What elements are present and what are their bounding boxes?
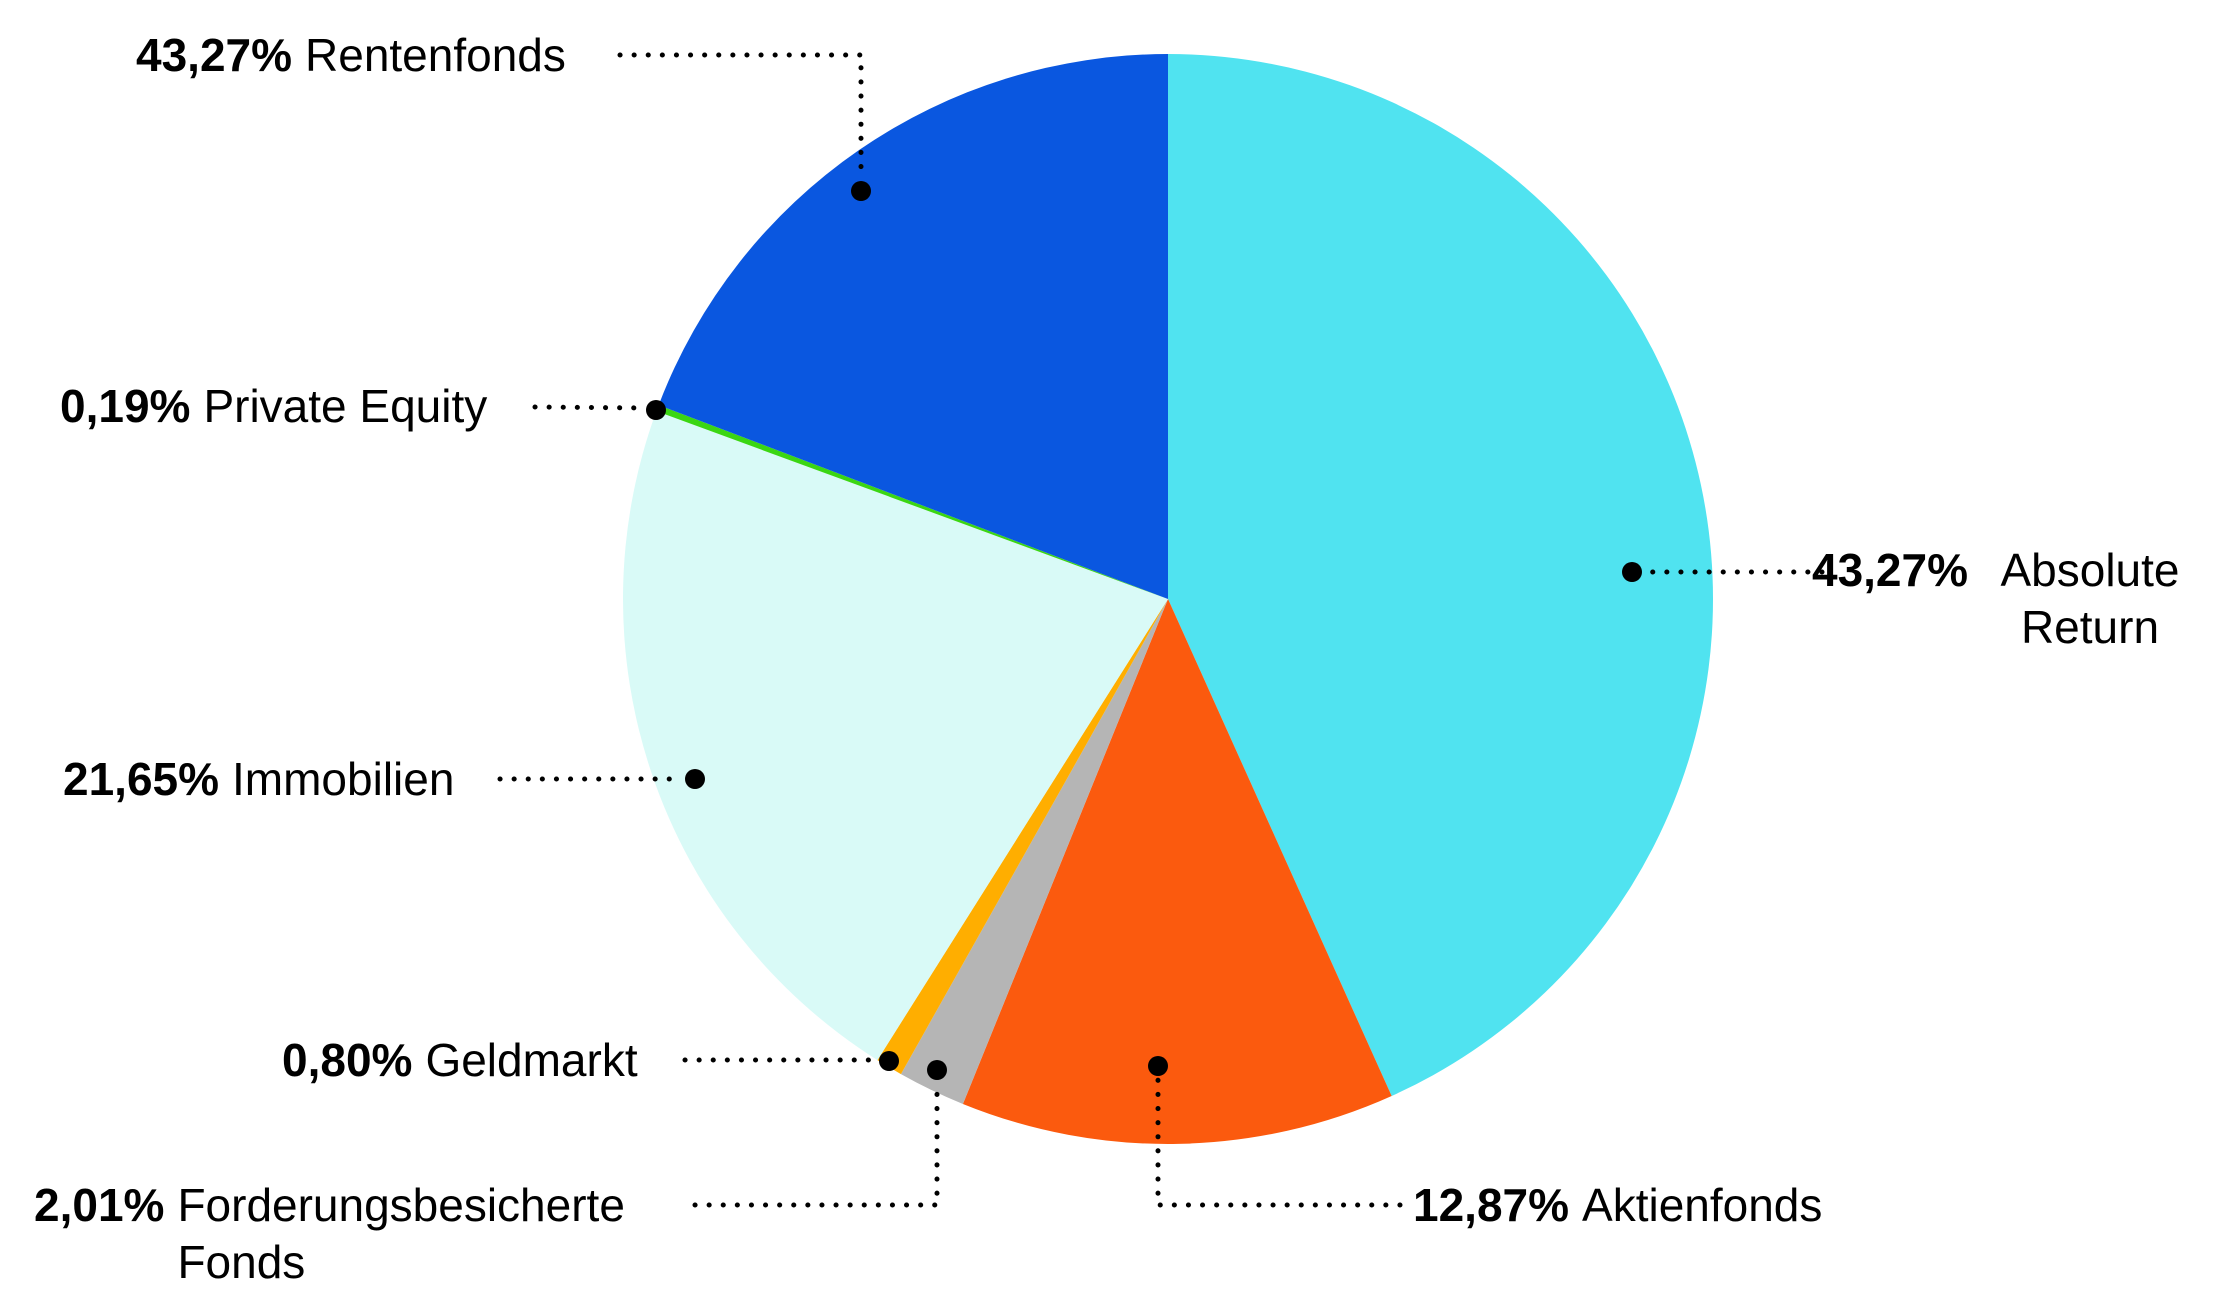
callout-rentenfonds: 43,27% Rentenfonds: [136, 27, 566, 84]
callout-immobilien: 21,65% Immobilien: [63, 751, 454, 808]
callout-geldmarkt: 0,80% Geldmarkt: [282, 1032, 638, 1089]
slice-label: Absolute Return: [2000, 544, 2180, 654]
pie-slice-immobilien: [623, 411, 1168, 1061]
leader-dot-absolute-return: [1622, 562, 1642, 582]
leader-immobilien: [497, 769, 705, 789]
pie-slice-private-equity: [656, 405, 1168, 599]
callout-aktienfonds: 12,87% Aktienfonds: [1413, 1177, 1822, 1234]
leader-rentenfonds: [617, 52, 871, 201]
slice-label: Private Equity: [203, 380, 488, 432]
leader-dot-forderungsbesicherte-fonds: [927, 1060, 947, 1080]
percent-value: 12,87%: [1413, 1179, 1570, 1231]
percent-value: 43,27%: [136, 29, 293, 81]
leader-geldmarkt: [682, 1051, 899, 1071]
leader-forderungsbesicherte-fonds: [692, 1060, 947, 1208]
leader-dot-immobilien: [685, 769, 705, 789]
leader-dot-private-equity: [646, 400, 666, 420]
percent-value: 21,65%: [63, 753, 220, 805]
callout-forderungsbesicherte-fonds: 2,01% Forderungsbesicherte Fonds: [34, 1177, 657, 1291]
slice-label: Forderungsbesicherte Fonds: [177, 1179, 625, 1289]
leader-line-private-equity: [532, 404, 645, 411]
slice-label: Aktienfonds: [1582, 1179, 1823, 1231]
percent-value: 43,27%: [1811, 544, 1968, 596]
slice-label: Geldmarkt: [425, 1034, 638, 1086]
leader-private-equity: [532, 400, 666, 420]
leader-aktienfonds: [1148, 1056, 1403, 1208]
leader-dot-aktienfonds: [1148, 1056, 1168, 1076]
callout-private-equity: 0,19% Private Equity: [60, 378, 487, 435]
percent-value: 0,19%: [60, 380, 191, 432]
leader-line-aktienfonds: [1155, 1077, 1403, 1208]
callout-absolute-return: 43,27% Absolute Return: [1812, 542, 2199, 656]
leader-absolute-return: [1622, 562, 1825, 582]
leader-dot-rentenfonds: [851, 181, 871, 201]
leader-line-rentenfonds: [617, 52, 864, 181]
pie-slice-absolute-return: [1168, 53, 1714, 1096]
leader-line-forderungsbesicherte-fonds: [692, 1081, 940, 1208]
pie-slices: [623, 53, 1714, 1145]
slice-label: Immobilien: [232, 753, 455, 805]
leader-dot-geldmarkt: [879, 1051, 899, 1071]
percent-value: 0,80%: [282, 1034, 413, 1086]
pie-slice-geldmarkt: [877, 599, 1168, 1075]
pie-slice-forderungsbesicherte-fonds: [900, 599, 1168, 1104]
pie-slice-rentenfonds: [658, 54, 1168, 599]
pie-slice-aktienfonds: [962, 599, 1392, 1145]
slice-label: Rentenfonds: [305, 29, 566, 81]
percent-value: 2,01%: [34, 1179, 165, 1231]
